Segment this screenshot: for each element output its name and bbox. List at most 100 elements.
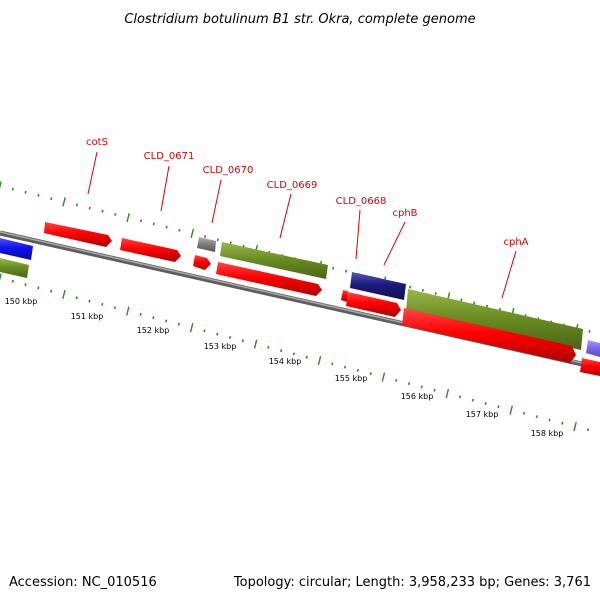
gene-cphA[interactable] — [406, 289, 583, 350]
forward-strand-genes — [0, 222, 600, 357]
ruler-tick — [280, 349, 283, 353]
gene-labels: cotS CLD_0671 CLD_0670 CLD_0669 CLD_0668… — [86, 137, 529, 248]
gene-CLD_0671[interactable] — [120, 238, 181, 262]
ruler-tick — [11, 187, 14, 191]
ruler-tick — [113, 306, 117, 310]
ruler-tick — [332, 266, 335, 270]
ruler-tick — [460, 298, 463, 302]
ruler-tick — [434, 291, 437, 295]
ruler-tick — [152, 222, 155, 226]
ruler-tick — [62, 290, 66, 300]
gene-label[interactable]: cphA — [503, 237, 528, 248]
ruler-tick — [88, 206, 91, 210]
ruler-tick — [344, 269, 348, 273]
gene-left-green[interactable] — [0, 258, 29, 278]
kbp-label: 157 kbp — [466, 410, 499, 419]
kbp-label: 156 kbp — [401, 392, 434, 401]
ruler-tick — [522, 411, 526, 415]
map-title: Clostridium botulinum B1 str. Okra, comp… — [124, 12, 475, 27]
ruler-tick — [50, 197, 53, 201]
ruler-tick — [561, 421, 564, 425]
gene-label[interactable]: CLD_0669 — [267, 180, 318, 191]
kbp-labels: 150 kbp 151 kbp 152 kbp 153 kbp 154 kbp … — [5, 297, 564, 438]
ruler-tick — [229, 241, 232, 245]
ruler-tick — [305, 355, 308, 359]
ruler-tick — [216, 332, 219, 336]
gene-label[interactable]: CLD_0671 — [144, 151, 195, 162]
gene-small-red[interactable] — [193, 255, 211, 270]
ruler-tick — [216, 238, 219, 242]
ruler-tick — [484, 401, 487, 405]
ruler-tick — [331, 362, 334, 366]
ruler-tick — [165, 319, 168, 323]
gene-red-right-edge[interactable] — [580, 358, 600, 376]
lower-tick-ruler — [0, 273, 589, 432]
ruler-tick — [573, 422, 577, 432]
gene-red-long-1[interactable] — [216, 262, 322, 296]
ruler-tick — [178, 228, 181, 232]
ruler-tick — [588, 330, 591, 333]
gene-red-long-2[interactable] — [402, 308, 576, 363]
gene-cotS[interactable] — [44, 222, 112, 247]
ruler-tick — [535, 415, 538, 419]
ruler-tick — [75, 296, 78, 300]
ruler-tick — [253, 339, 258, 349]
ruler-tick — [473, 301, 476, 305]
genome-summary-text: Topology: circular; Length: 3,958,233 bp… — [233, 575, 591, 590]
gene-label[interactable]: CLD_0670 — [203, 165, 254, 176]
ruler-tick — [228, 335, 232, 339]
gene-CLD_0670[interactable] — [197, 237, 216, 252]
upper-tick-ruler — [0, 181, 591, 333]
ruler-tick — [420, 385, 423, 389]
gene-CLD_0668[interactable] — [350, 272, 406, 300]
gene-label[interactable]: cphB — [392, 208, 417, 219]
ruler-tick — [189, 323, 194, 333]
gene-CLD_0669[interactable] — [220, 242, 328, 279]
ruler-tick — [101, 209, 104, 213]
gene-left-blue[interactable] — [0, 238, 33, 260]
ruler-tick — [37, 193, 40, 197]
gene-right-edge[interactable] — [586, 340, 600, 357]
ruler-tick — [343, 365, 347, 369]
ruler-tick — [126, 213, 130, 223]
ruler-tick — [75, 203, 78, 207]
kbp-label: 154 kbp — [269, 357, 302, 366]
gene-red-small-2[interactable] — [341, 290, 348, 302]
ruler-tick — [445, 389, 450, 399]
ruler-tick — [37, 286, 40, 290]
ruler-tick — [50, 289, 53, 293]
gene-cphB[interactable] — [346, 292, 401, 317]
ruler-tick — [0, 181, 2, 189]
ruler-tick — [409, 285, 412, 289]
ruler-tick — [356, 368, 359, 372]
kbp-label: 155 kbp — [335, 374, 368, 383]
ruler-tick — [407, 382, 411, 386]
ruler-tick — [381, 372, 386, 382]
ruler-tick — [165, 225, 168, 229]
ruler-tick — [421, 288, 424, 292]
ruler-tick — [88, 299, 91, 303]
kbp-label: 151 kbp — [71, 312, 104, 321]
ruler-tick — [586, 428, 589, 432]
kbp-label: 153 kbp — [204, 342, 237, 351]
gene-label[interactable]: cotS — [86, 137, 108, 148]
ruler-tick — [139, 312, 142, 316]
kbp-label: 150 kbp — [5, 297, 38, 306]
ruler-tick — [101, 302, 104, 306]
gene-label[interactable]: CLD_0668 — [336, 196, 387, 207]
ruler-tick — [433, 388, 436, 392]
kbp-label: 158 kbp — [531, 429, 564, 438]
ruler-tick — [62, 197, 66, 207]
ruler-tick — [485, 304, 489, 308]
gene-label-lines — [87, 151, 517, 299]
ruler-tick — [0, 273, 2, 281]
ruler-tick — [139, 219, 143, 223]
ruler-tick — [203, 235, 207, 239]
ruler-tick — [24, 283, 27, 287]
ruler-tick — [317, 356, 322, 366]
ruler-tick — [292, 352, 296, 356]
accession-text: Accession: NC_010516 — [9, 575, 157, 590]
ruler-tick — [190, 228, 194, 238]
ruler-tick — [509, 405, 513, 415]
